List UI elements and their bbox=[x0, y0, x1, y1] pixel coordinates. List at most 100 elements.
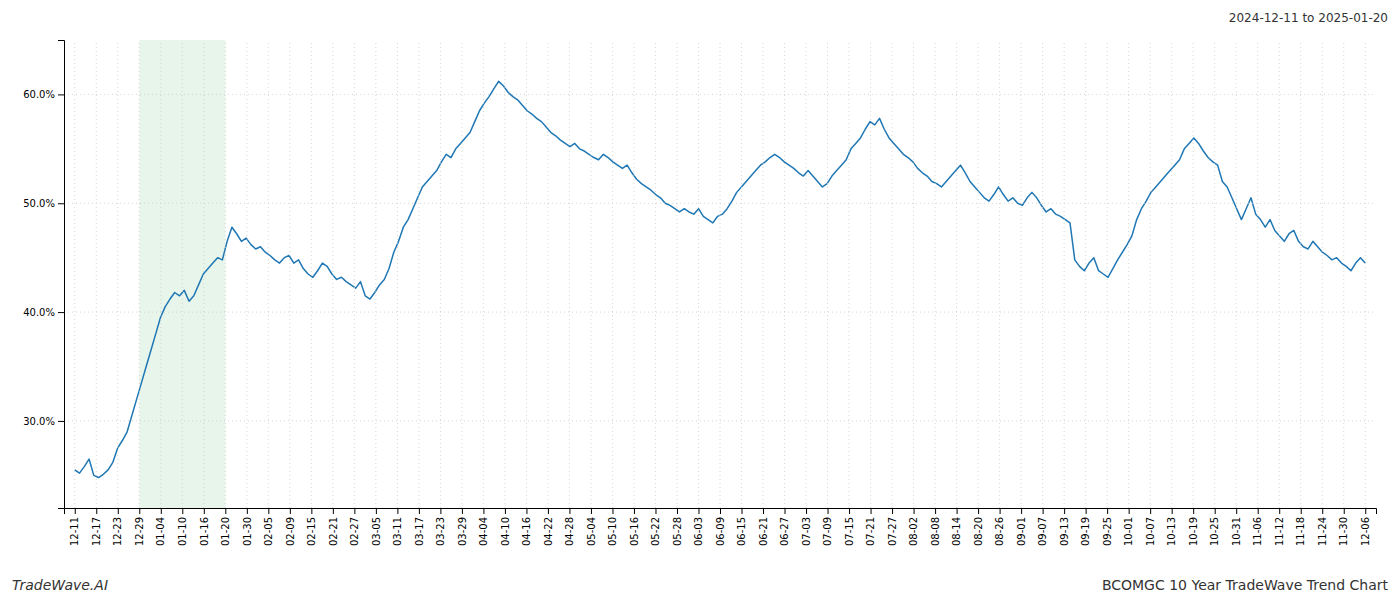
x-tick-mark bbox=[376, 508, 377, 514]
x-tick: 12-17 bbox=[91, 508, 102, 546]
grid-line-x bbox=[526, 40, 527, 508]
x-tick-mark bbox=[247, 508, 248, 514]
grid-line-x bbox=[1085, 40, 1086, 508]
x-tick-label: 03-23 bbox=[435, 517, 446, 546]
x-tick-label: 09-13 bbox=[1059, 517, 1070, 546]
x-tick-label: 10-31 bbox=[1231, 517, 1242, 546]
x-tick: 06-21 bbox=[758, 508, 769, 546]
x-tick: 05-04 bbox=[586, 508, 597, 546]
grid-line-x bbox=[375, 40, 376, 508]
grid-line-x bbox=[440, 40, 441, 508]
x-tick-mark bbox=[1193, 508, 1194, 514]
x-tick-mark bbox=[677, 508, 678, 514]
x-tick: 04-10 bbox=[500, 508, 511, 546]
x-tick-mark bbox=[225, 508, 226, 514]
x-tick-mark bbox=[1236, 508, 1237, 514]
grid-line-x bbox=[1300, 40, 1301, 508]
x-tick-label: 09-25 bbox=[1102, 517, 1113, 546]
x-tick-mark bbox=[118, 508, 119, 514]
grid-line-x bbox=[569, 40, 570, 508]
y-tick-label: 40.0% bbox=[23, 307, 55, 318]
x-tick-mark bbox=[957, 508, 958, 514]
x-tick-label: 04-16 bbox=[521, 517, 532, 546]
grid-line-x bbox=[483, 40, 484, 508]
x-tick-label: 03-05 bbox=[371, 517, 382, 546]
x-tick-label: 11-12 bbox=[1274, 517, 1285, 546]
x-tick-mark bbox=[720, 508, 721, 514]
x-tick: 12-29 bbox=[134, 508, 145, 546]
y-tick-mark bbox=[58, 312, 64, 313]
y-tick-mark bbox=[58, 203, 64, 204]
x-tick-label: 03-17 bbox=[414, 517, 425, 546]
x-tick-mark bbox=[871, 508, 872, 514]
x-tick: 04-28 bbox=[564, 508, 575, 546]
x-axis-line bbox=[65, 509, 1377, 515]
grid-line-x bbox=[633, 40, 634, 508]
x-tick: 11-30 bbox=[1338, 508, 1349, 546]
x-tick: 06-15 bbox=[736, 508, 747, 546]
grid-line-x bbox=[978, 40, 979, 508]
x-tick-label: 01-20 bbox=[220, 517, 231, 546]
x-tick: 04-16 bbox=[521, 508, 532, 546]
x-tick-label: 07-27 bbox=[887, 517, 898, 546]
x-tick-label: 02-21 bbox=[328, 517, 339, 546]
x-tick-mark bbox=[397, 508, 398, 514]
x-tick-mark bbox=[612, 508, 613, 514]
grid-line-x bbox=[698, 40, 699, 508]
x-tick-label: 11-30 bbox=[1338, 517, 1349, 546]
x-tick: 07-03 bbox=[801, 508, 812, 546]
grid-line-x bbox=[870, 40, 871, 508]
grid-line-x bbox=[289, 40, 290, 508]
x-tick-mark bbox=[763, 508, 764, 514]
x-tick: 09-13 bbox=[1059, 508, 1070, 546]
x-tick: 02-09 bbox=[285, 508, 296, 546]
x-tick-mark bbox=[1064, 508, 1065, 514]
x-tick-mark bbox=[892, 508, 893, 514]
x-tick-mark bbox=[268, 508, 269, 514]
x-tick-label: 07-15 bbox=[844, 517, 855, 546]
x-tick-mark bbox=[1258, 508, 1259, 514]
grid-line-x bbox=[1214, 40, 1215, 508]
x-tick: 02-27 bbox=[349, 508, 360, 546]
x-tick: 09-25 bbox=[1102, 508, 1113, 546]
chart-container: 12-1112-1712-2312-2901-0401-1001-1601-20… bbox=[0, 0, 1400, 600]
grid-line-x bbox=[1128, 40, 1129, 508]
grid-line-x bbox=[827, 40, 828, 508]
y-tick: 60.0% bbox=[23, 89, 64, 100]
x-tick: 03-23 bbox=[435, 508, 446, 546]
x-tick: 07-27 bbox=[887, 508, 898, 546]
x-tick: 07-15 bbox=[844, 508, 855, 546]
x-tick-label: 01-10 bbox=[177, 517, 188, 546]
x-tick-mark bbox=[505, 508, 506, 514]
x-tick: 10-19 bbox=[1188, 508, 1199, 546]
grid-line-x bbox=[182, 40, 183, 508]
x-tick-label: 03-11 bbox=[392, 517, 403, 546]
x-tick: 11-18 bbox=[1295, 508, 1306, 546]
x-tick: 11-12 bbox=[1274, 508, 1285, 546]
x-tick-label: 06-09 bbox=[715, 517, 726, 546]
x-tick-label: 02-27 bbox=[349, 517, 360, 546]
grid-line-x bbox=[1343, 40, 1344, 508]
x-tick-mark bbox=[1150, 508, 1151, 514]
grid-line-x bbox=[956, 40, 957, 508]
x-tick-label: 04-28 bbox=[564, 517, 575, 546]
x-tick-label: 03-29 bbox=[457, 517, 468, 546]
plot-area bbox=[75, 40, 1365, 508]
x-tick: 04-04 bbox=[478, 508, 489, 546]
x-tick: 10-25 bbox=[1209, 508, 1220, 546]
grid-line-x bbox=[1064, 40, 1065, 508]
grid-line-x bbox=[612, 40, 613, 508]
x-tick-mark bbox=[354, 508, 355, 514]
x-tick: 03-17 bbox=[414, 508, 425, 546]
x-tick: 06-09 bbox=[715, 508, 726, 546]
x-tick-label: 07-03 bbox=[801, 517, 812, 546]
x-tick-label: 06-03 bbox=[693, 517, 704, 546]
x-tick-label: 05-04 bbox=[586, 517, 597, 546]
grid-line-x bbox=[461, 40, 462, 508]
x-tick: 03-11 bbox=[392, 508, 403, 546]
grid-line-x bbox=[784, 40, 785, 508]
x-tick-mark bbox=[1301, 508, 1302, 514]
grid-line-x bbox=[1021, 40, 1022, 508]
grid-line-x bbox=[1150, 40, 1151, 508]
x-tick-mark bbox=[806, 508, 807, 514]
